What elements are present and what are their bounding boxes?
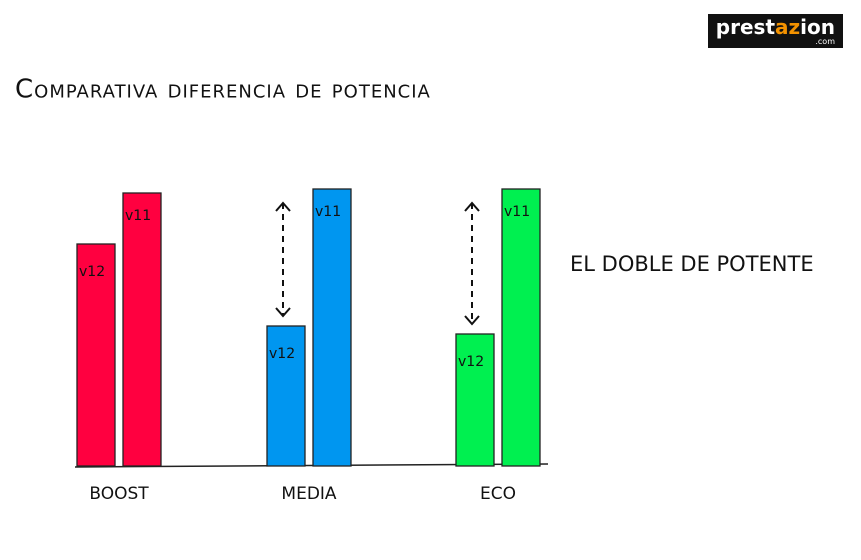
series-label: v12 bbox=[458, 354, 484, 370]
logo: prestazion .com bbox=[707, 14, 843, 48]
series-label: v12 bbox=[269, 346, 295, 362]
series-label: v11 bbox=[125, 208, 151, 224]
chart-title: Comparativa diferencia de potencia bbox=[15, 75, 431, 105]
series-label: v11 bbox=[504, 204, 530, 220]
arrow-head bbox=[275, 201, 291, 212]
logo-part: az bbox=[775, 15, 801, 39]
bar bbox=[501, 188, 541, 467]
series-label: v12 bbox=[79, 264, 105, 280]
x-tick-label: ECO bbox=[480, 484, 516, 504]
logo-part: ion bbox=[800, 15, 835, 39]
bar bbox=[312, 188, 352, 467]
bar bbox=[266, 325, 306, 467]
arrow-head bbox=[275, 307, 291, 318]
x-tick-label: MEDIA bbox=[281, 484, 337, 504]
logo-part: prest bbox=[715, 15, 776, 39]
annotation: EL DOBLE DE POTENTE bbox=[570, 252, 814, 276]
bar bbox=[76, 243, 116, 467]
bar bbox=[122, 192, 162, 467]
x-tick-label: BOOST bbox=[89, 484, 149, 504]
arrow-head bbox=[464, 201, 480, 212]
logo-domain: .com bbox=[815, 37, 835, 46]
series-label: v11 bbox=[315, 204, 341, 220]
bar bbox=[455, 333, 495, 467]
arrow-head bbox=[464, 315, 480, 326]
